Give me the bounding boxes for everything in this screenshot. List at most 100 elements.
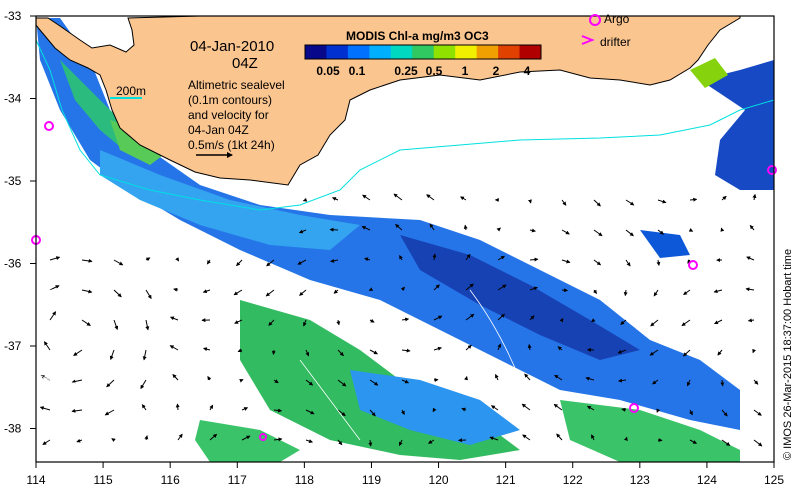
velocity-arrow — [71, 408, 83, 413]
velocity-arrow — [333, 289, 339, 294]
velocity-arrow — [433, 346, 442, 351]
colorbar-segment — [519, 45, 542, 59]
velocity-arrow — [113, 319, 119, 331]
velocity-arrow — [621, 407, 627, 412]
velocity-arrow — [497, 313, 505, 321]
velocity-arrow — [305, 379, 314, 386]
velocity-arrow — [529, 257, 539, 262]
annotation-line: 04-Jan 04Z — [188, 123, 249, 137]
velocity-arrow — [81, 319, 91, 326]
annotation-line: and velocity for — [188, 108, 269, 122]
velocity-arrow — [649, 349, 659, 356]
velocity-arrow — [683, 289, 691, 296]
velocity-arrow — [331, 197, 339, 201]
velocity-arrow — [720, 227, 725, 232]
velocity-arrow — [109, 349, 115, 361]
velocity-arrow — [717, 349, 723, 356]
velocity-arrow — [688, 228, 694, 232]
velocity-arrow — [104, 409, 115, 416]
x-tick-label: 115 — [94, 473, 113, 487]
velocity-arrow — [656, 259, 661, 266]
velocity-arrow — [298, 229, 307, 234]
velocity-arrow — [745, 287, 755, 292]
velocity-arrow — [682, 349, 691, 357]
velocity-arrow — [650, 319, 659, 327]
velocity-arrow — [43, 341, 51, 351]
velocity-arrow — [299, 289, 307, 296]
velocity-arrow — [362, 194, 371, 201]
velocity-arrow — [657, 229, 665, 235]
velocity-arrow — [268, 319, 275, 326]
velocity-arrow — [529, 228, 536, 233]
velocity-arrow — [361, 226, 371, 231]
velocity-arrow — [617, 349, 627, 354]
velocity-arrow — [689, 409, 693, 416]
colorbar-segment — [498, 45, 521, 59]
x-axis: 114 115 116 117 118 119 120 121 122 123 124 125 — [26, 462, 784, 487]
velocity-arrow — [721, 409, 728, 417]
velocity-arrow — [337, 409, 346, 417]
velocity-arrow — [177, 433, 183, 441]
velocity-arrow — [393, 193, 403, 201]
velocity-arrow — [369, 379, 379, 386]
velocity-arrow — [490, 405, 499, 411]
velocity-arrow — [522, 434, 531, 441]
velocity-arrow — [175, 403, 180, 411]
velocity-arrow — [145, 319, 150, 331]
x-tick-label: 117 — [228, 473, 247, 487]
velocity-arrow — [753, 379, 759, 385]
velocity-arrow — [559, 317, 564, 323]
velocity-arrow — [529, 315, 535, 321]
x-tick-label: 116 — [161, 473, 180, 487]
velocity-arrow — [752, 193, 757, 201]
colorbar-segment — [326, 45, 349, 59]
colorbar-segment — [412, 45, 435, 59]
velocity-arrow — [364, 257, 371, 262]
velocity-arrow — [330, 258, 339, 263]
velocity-arrow — [369, 349, 378, 355]
map-frame — [35, 15, 775, 463]
velocity-arrow — [337, 349, 344, 357]
velocity-arrow — [527, 343, 532, 351]
velocity-arrow — [209, 404, 214, 411]
altimetry-annotation: Altimetric sealevel (0.1m contours) and … — [188, 78, 308, 153]
colorbar-tick: 4 — [523, 64, 531, 78]
colorbar-segment — [305, 45, 327, 59]
velocity-arrow — [625, 229, 634, 237]
velocity-arrow — [305, 409, 315, 415]
velocity-arrow — [206, 259, 211, 265]
velocity-arrow — [303, 319, 307, 327]
velocity-arrow — [465, 283, 474, 291]
velocity-arrow — [398, 439, 403, 447]
velocity-arrow — [266, 259, 275, 267]
velocity-arrow — [561, 199, 567, 206]
velocity-arrows — [39, 193, 763, 447]
velocity-arrow — [591, 434, 595, 441]
velocity-arrow — [746, 256, 755, 261]
velocity-arrow — [554, 374, 563, 381]
velocity-arrow — [625, 199, 635, 206]
drifter-legend-label: drifter — [600, 35, 631, 49]
x-tick-label: 120 — [429, 473, 449, 487]
velocity-arrow — [81, 258, 93, 263]
velocity-arrow — [585, 376, 595, 381]
velocity-arrow — [497, 343, 502, 351]
velocity-arrow — [39, 406, 51, 411]
velocity-arrow — [106, 379, 115, 388]
velocity-arrow — [273, 379, 279, 384]
velocity-arrow — [273, 408, 283, 413]
velocity-arrow — [42, 439, 51, 445]
velocity-arrow — [401, 317, 410, 322]
x-tick-label: 114 — [26, 473, 45, 487]
velocity-arrow — [399, 254, 403, 261]
velocity-arrow — [169, 345, 179, 351]
velocity-arrow — [144, 435, 149, 441]
colorbar-segment — [476, 45, 499, 59]
velocity-arrow — [497, 284, 507, 291]
annotation-line: 0.5m/s (1kt 24h) — [188, 138, 275, 152]
velocity-arrow — [271, 349, 276, 355]
velocity-arrow — [209, 433, 218, 441]
chlorophyll-swaths — [36, 18, 774, 462]
velocity-arrow — [49, 285, 60, 291]
